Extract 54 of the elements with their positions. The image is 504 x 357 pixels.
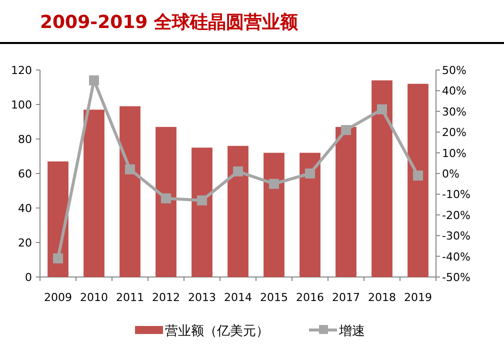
x-tick-label: 2013 (188, 291, 216, 304)
x-tick-label: 2014 (224, 291, 252, 304)
bar (120, 106, 140, 277)
y2-tick-label: 40% (442, 84, 466, 98)
point (341, 125, 351, 136)
y2-tick-label: 20% (442, 126, 466, 140)
point (197, 195, 207, 206)
point (377, 104, 387, 114)
bar (228, 146, 248, 277)
legend-label: 增速 (338, 324, 365, 339)
point (413, 170, 423, 181)
legend-label: 营业额（亿美元） (165, 323, 269, 339)
y2-tick-label: -10% (442, 188, 470, 202)
bar (156, 126, 176, 277)
point (89, 75, 99, 86)
y2-tick-label: -50% (442, 271, 470, 284)
x-tick-label: 2009 (44, 291, 72, 304)
point (161, 193, 171, 204)
y2-tick-label: 30% (442, 105, 466, 118)
point (233, 166, 243, 176)
y2-tick-label: -20% (442, 208, 470, 222)
y-tick-label: 40 (18, 202, 32, 215)
x-tick-label: 2018 (368, 291, 396, 304)
bar (408, 84, 428, 277)
x-tick-label: 2011 (116, 291, 144, 304)
bar (48, 161, 68, 277)
x-tick-label: 2017 (332, 291, 360, 304)
x-tick-label: 2012 (152, 291, 180, 304)
bar (264, 152, 284, 277)
y-tick-label: 120 (11, 64, 32, 77)
bar (300, 152, 320, 277)
y2-tick-label: -30% (442, 230, 470, 243)
bar (372, 80, 392, 277)
y2-tick-label: 0% (442, 168, 460, 180)
x-tick-label: 2016 (296, 291, 324, 304)
point (269, 178, 279, 189)
y-tick-label: 0 (25, 271, 32, 284)
x-tick-label: 2010 (80, 291, 108, 304)
chart-title: 2009-2019 全球硅晶圆营业额 (40, 12, 299, 33)
y2-tick-label: 10% (442, 146, 466, 160)
bar (192, 148, 212, 277)
x-tick-label: 2015 (260, 291, 288, 304)
point (125, 164, 135, 174)
y-tick-label: 100 (11, 98, 32, 112)
point (53, 253, 63, 264)
bar (336, 126, 356, 277)
y-tick-label: 60 (18, 168, 32, 180)
y2-tick-label: 50% (442, 64, 466, 77)
point (305, 168, 315, 178)
y2-tick-label: -40% (442, 250, 470, 264)
y-tick-label: 80 (18, 133, 32, 146)
x-tick-label: 2019 (404, 291, 432, 304)
y-tick-label: 20 (18, 236, 32, 250)
bar (84, 110, 104, 277)
